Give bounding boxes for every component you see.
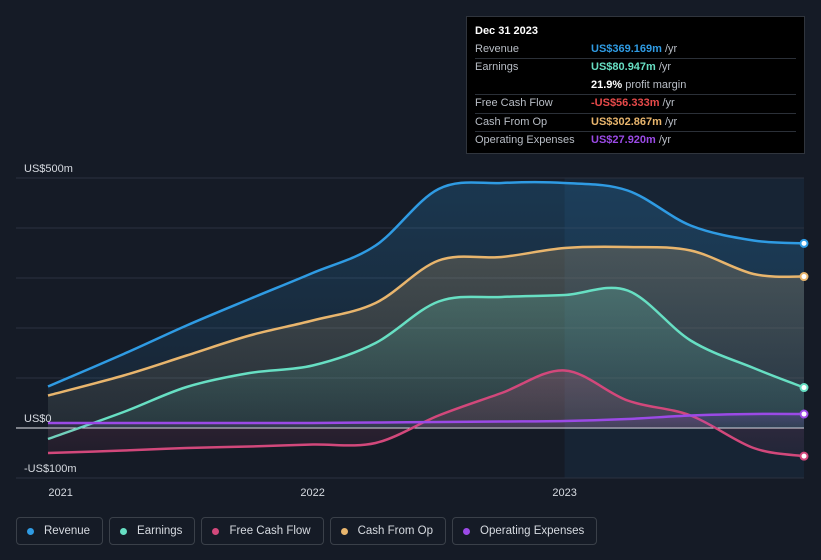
legend-item-operating-expenses[interactable]: Operating Expenses: [452, 517, 598, 545]
legend-label: Earnings: [137, 525, 183, 537]
legend-dot-icon: [212, 527, 220, 535]
chart-legend: Revenue Earnings Free Cash Flow Cash Fro…: [16, 517, 603, 545]
area-operating-expenses: [48, 413, 804, 428]
legend-dot-icon: [120, 527, 128, 535]
tooltip-panel: Dec 31 2023 Revenue US$369.169m /yr Earn…: [466, 16, 805, 154]
tooltip-row-operating-expenses: Operating Expenses US$27.920m /yr: [475, 130, 796, 149]
tooltip-unit: /yr: [664, 115, 678, 128]
tooltip-value: US$80.947m: [591, 61, 656, 74]
tooltip-label: Revenue: [475, 43, 520, 55]
series-end-point-operating-expenses: [799, 409, 809, 419]
tooltip-unit: /yr: [664, 43, 678, 55]
legend-dot-icon: [27, 527, 34, 535]
tooltip-unit: /yr: [662, 97, 675, 110]
series-end-point-cash-from-op: [799, 272, 809, 282]
legend-dot-icon: [340, 527, 348, 535]
tooltip-value: US$302.867m: [591, 115, 662, 128]
legend-item-free-cash-flow[interactable]: Free Cash Flow: [201, 517, 324, 545]
tooltip-label: [475, 77, 591, 94]
series-end-point-earnings: [799, 383, 809, 393]
series-line-operating-expenses: [48, 412, 805, 425]
tooltip-suffix: profit margin: [625, 78, 687, 91]
legend-label: Free Cash Flow: [229, 525, 311, 537]
series-line-revenue: [47, 180, 805, 388]
tooltip-label: Operating Expenses: [475, 133, 575, 146]
series-line-earnings: [47, 286, 805, 441]
series-line-cash-from-op: [47, 245, 805, 397]
series-end-point-revenue: [799, 238, 809, 248]
legend-item-revenue[interactable]: Revenue: [16, 517, 104, 545]
x-tick-label: 2021: [48, 487, 72, 499]
x-tick-label: 2022: [300, 487, 324, 499]
tooltip-value: US$27.920m: [591, 133, 656, 146]
tooltip-value: 21.9%: [591, 78, 623, 91]
tooltip-row-profit-margin: 21.9% profit margin: [475, 77, 796, 94]
tooltip-row-earnings: Earnings US$80.947m /yr: [475, 58, 796, 76]
legend-item-earnings[interactable]: Earnings: [109, 517, 196, 545]
legend-label: Operating Expenses: [480, 525, 585, 537]
y-tick-label: -US$100m: [24, 463, 77, 475]
tooltip-unit: /yr: [658, 133, 672, 146]
tooltip-label: Earnings: [475, 61, 519, 74]
tooltip-row-free-cash-flow: Free Cash Flow -US$56.333m /yr: [475, 94, 796, 112]
tooltip-unit: /yr: [658, 61, 672, 74]
legend-dot-icon: [463, 527, 471, 535]
tooltip-value: -US$56.333m: [591, 97, 660, 110]
tooltip-value: US$369.169m: [591, 43, 662, 55]
series-end-point-free-cash-flow: [799, 451, 809, 461]
y-tick-label: US$500m: [24, 163, 73, 175]
area-free-cash-flow: [48, 370, 804, 457]
tooltip-row-revenue: Revenue US$369.169m /yr: [475, 41, 796, 58]
legend-label: Cash From Op: [357, 525, 434, 537]
tooltip-label: Free Cash Flow: [475, 97, 553, 110]
x-tick-label: 2023: [552, 487, 576, 499]
legend-label: Revenue: [44, 525, 91, 537]
legend-item-cash-from-op[interactable]: Cash From Op: [329, 517, 447, 545]
tooltip-label: Cash From Op: [475, 115, 548, 128]
y-tick-label: US$0: [24, 413, 52, 425]
tooltip-row-cash-from-op: Cash From Op US$302.867m /yr: [475, 112, 796, 131]
tooltip-date: Dec 31 2023: [475, 25, 538, 37]
